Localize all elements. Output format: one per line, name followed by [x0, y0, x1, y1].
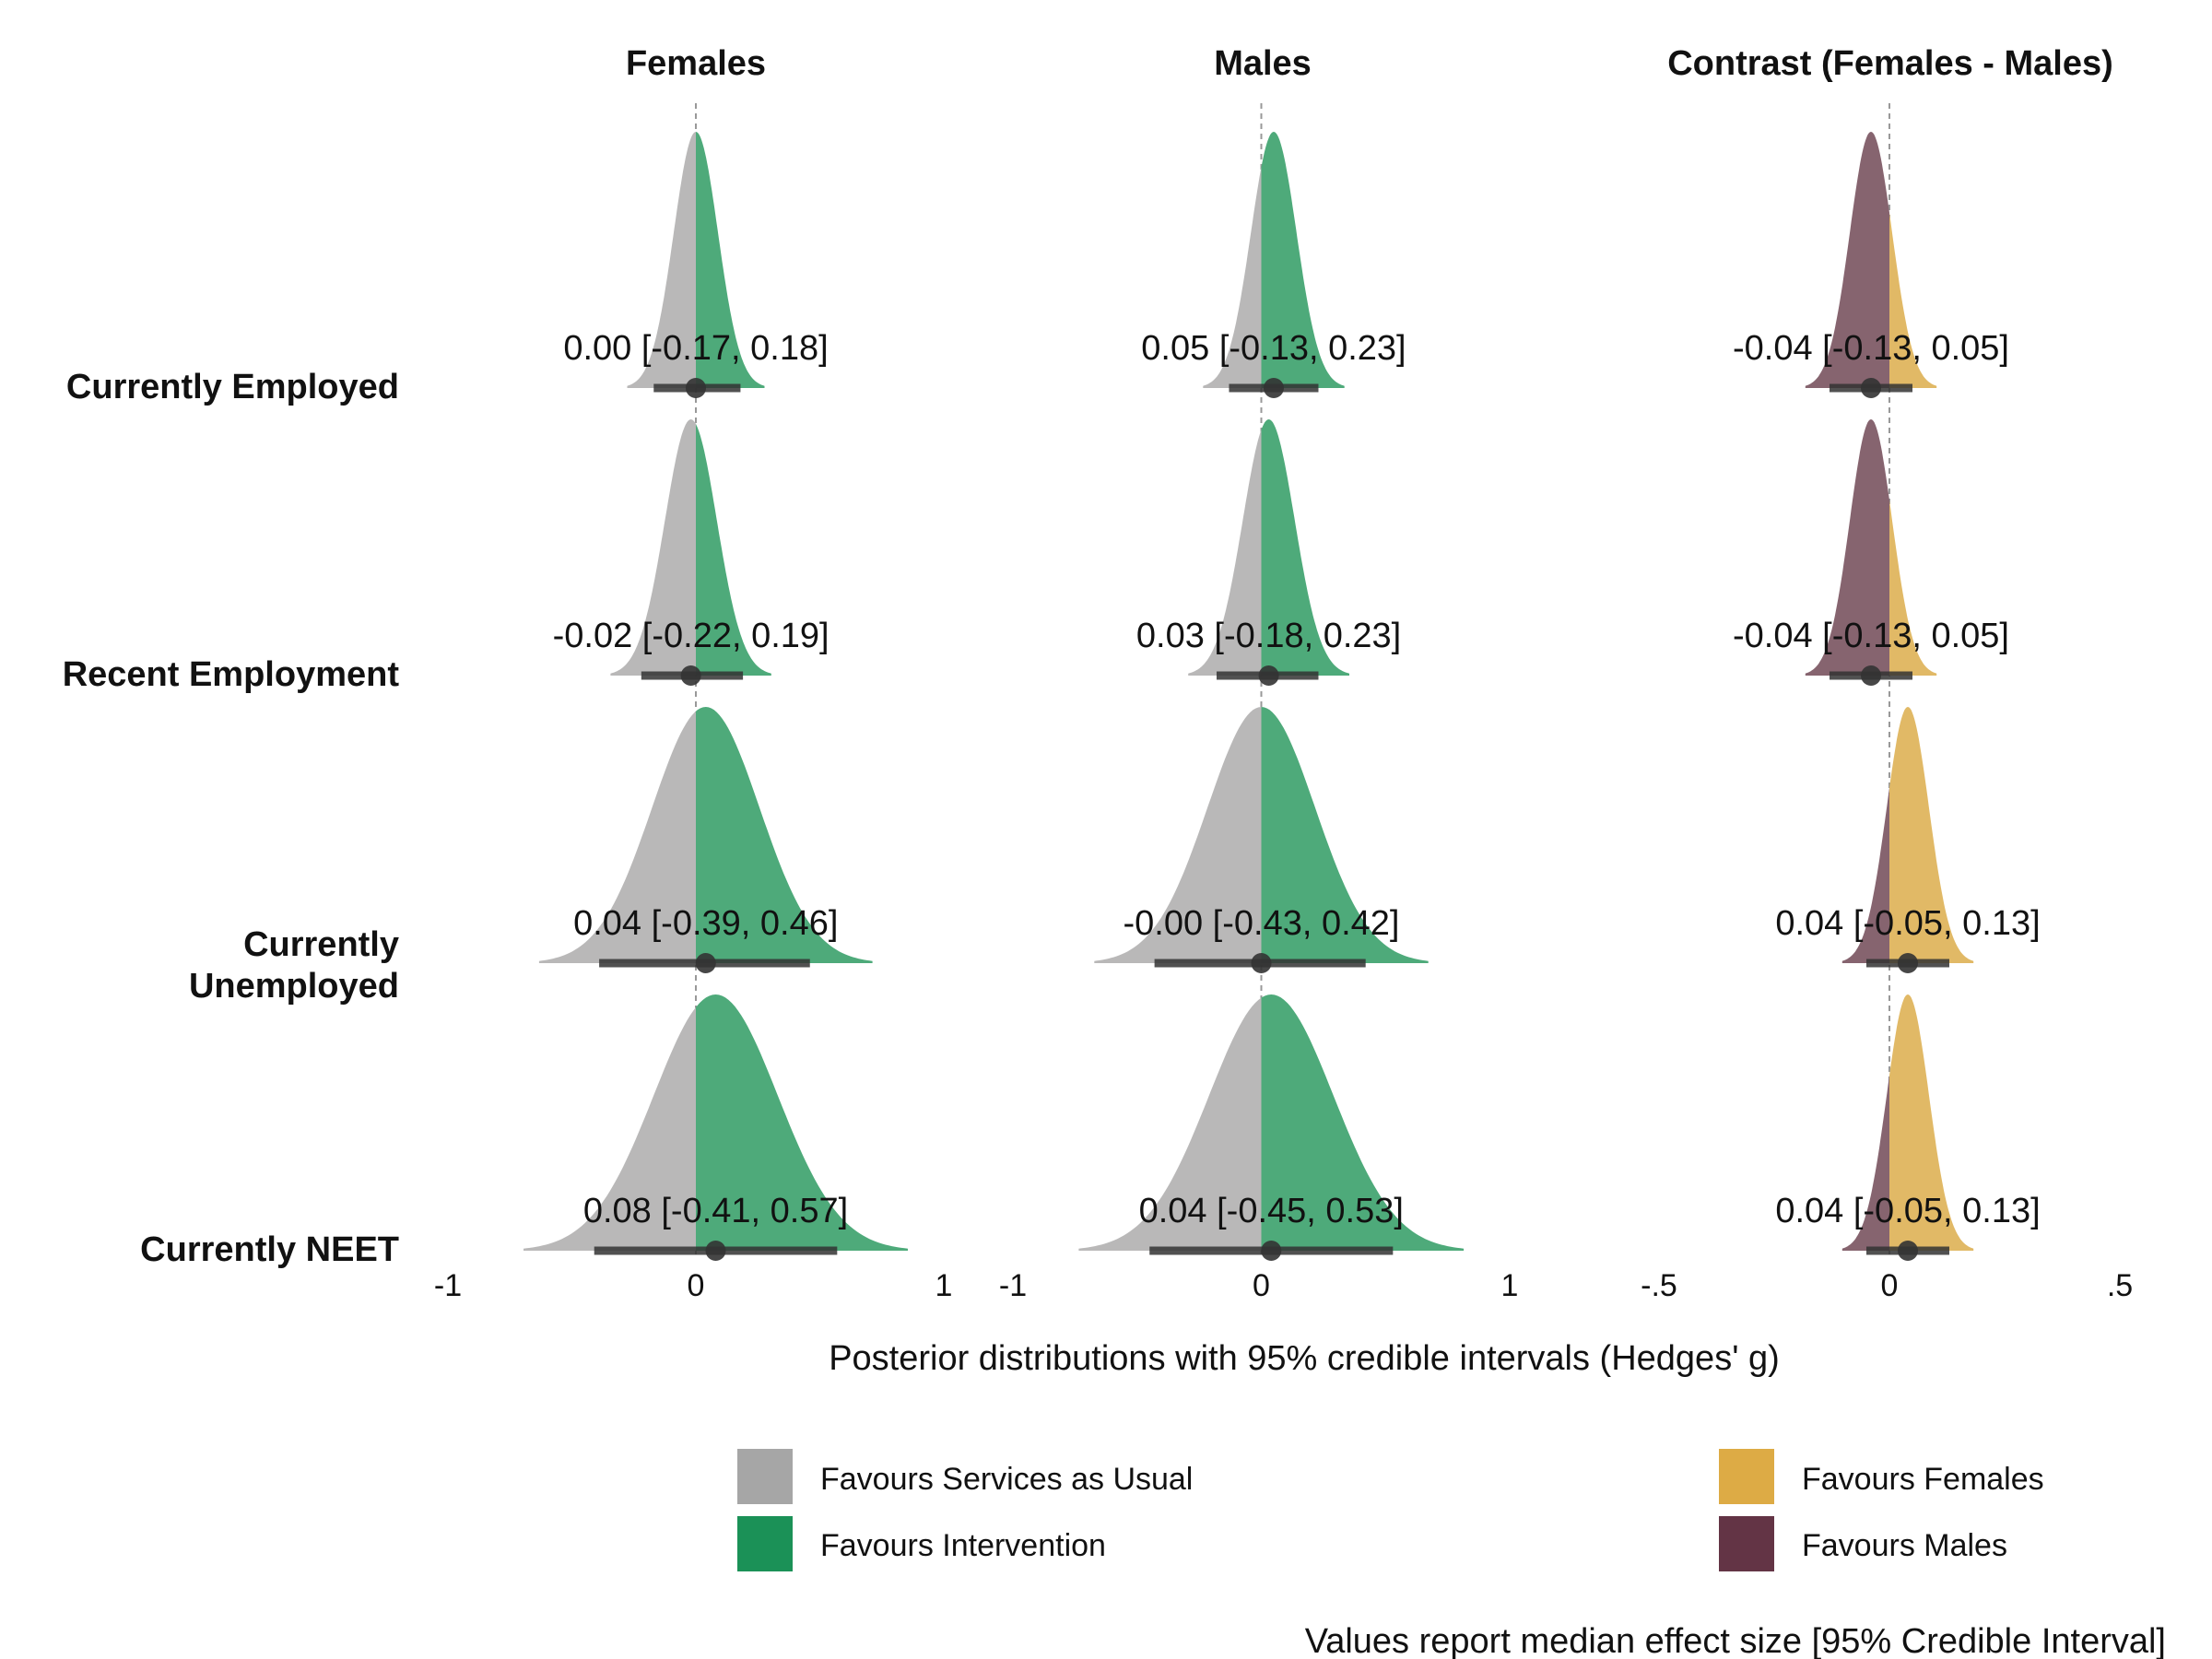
tick-contrast-2: .5 — [2107, 1268, 2133, 1303]
median-point-males-row0 — [1263, 378, 1284, 398]
credible-intervals — [594, 378, 1949, 1261]
median-point-males-row1 — [1258, 665, 1279, 686]
value-label-contrast-row3: 0.04 [-0.05, 0.13] — [1775, 1192, 2040, 1230]
density-neg-females-row1 — [610, 419, 696, 676]
row-label-0: Currently Employed — [66, 368, 399, 406]
density-pos-females-row0 — [696, 132, 765, 388]
median-point-contrast-row0 — [1861, 378, 1881, 398]
legend-item-services-as-usual: Favours Services as Usual — [737, 1449, 1193, 1504]
tick-contrast-0: -.5 — [1641, 1268, 1677, 1303]
median-point-males-row3 — [1261, 1241, 1282, 1261]
density-neg-males-row2 — [1094, 707, 1262, 963]
value-label-females-row2: 0.04 [-0.39, 0.46] — [573, 904, 838, 943]
legend-swatch-males — [1719, 1516, 1774, 1571]
panel-title-females: Females — [626, 44, 766, 83]
row-label-3: Currently NEET — [140, 1230, 399, 1269]
legend: Favours Services as Usual Favours Interv… — [737, 1449, 2044, 1571]
tick-females-1: 0 — [688, 1268, 705, 1303]
density-shapes — [524, 132, 1974, 1251]
median-point-males-row2 — [1251, 953, 1272, 973]
caption: Values report median effect size [95% Cr… — [1305, 1622, 2166, 1659]
legend-label-services-as-usual: Favours Services as Usual — [820, 1462, 1193, 1497]
density-pos-contrast-row3 — [1889, 994, 1974, 1251]
tick-males-0: -1 — [999, 1268, 1027, 1303]
tick-males-1: 0 — [1253, 1268, 1270, 1303]
density-pos-contrast-row1 — [1889, 500, 1937, 676]
panel-title-males: Males — [1214, 44, 1312, 83]
value-label-females-row0: 0.00 [-0.17, 0.18] — [563, 329, 828, 368]
density-pos-females-row2 — [696, 707, 873, 963]
legend-item-males: Favours Males — [1719, 1516, 2007, 1571]
density-neg-males-row1 — [1188, 429, 1262, 676]
density-pos-males-row0 — [1261, 132, 1345, 388]
row-label-2: Currently Unemployed — [189, 925, 399, 1006]
value-label-males-row2: -0.00 [-0.43, 0.42] — [1124, 904, 1400, 943]
legend-item-intervention: Favours Intervention — [737, 1516, 1106, 1571]
tick-females-2: 1 — [935, 1268, 953, 1303]
panel-titles: Females Males Contrast (Females - Males) — [626, 44, 2113, 83]
tick-contrast-1: 0 — [1881, 1268, 1899, 1303]
value-label-contrast-row2: 0.04 [-0.05, 0.13] — [1775, 904, 2040, 943]
density-pos-males-row2 — [1261, 707, 1429, 963]
density-pos-males-row3 — [1261, 994, 1465, 1251]
legend-swatch-intervention — [737, 1516, 793, 1571]
legend-label-intervention: Favours Intervention — [820, 1528, 1106, 1563]
median-point-females-row1 — [680, 665, 701, 686]
x-axis-ticks: -1 0 1 -1 0 1 -.5 0 .5 — [434, 1268, 2133, 1303]
legend-swatch-females — [1719, 1449, 1774, 1504]
median-point-contrast-row2 — [1898, 953, 1918, 973]
value-label-contrast-row0: -0.04 [-0.13, 0.05] — [1733, 329, 2009, 368]
tick-females-0: -1 — [434, 1268, 462, 1303]
legend-label-females: Favours Females — [1802, 1462, 2044, 1497]
median-point-contrast-row3 — [1898, 1241, 1918, 1261]
median-point-females-row2 — [695, 953, 716, 973]
density-pos-males-row1 — [1261, 419, 1349, 676]
median-point-contrast-row1 — [1861, 665, 1881, 686]
density-neg-males-row0 — [1203, 167, 1262, 388]
density-pos-contrast-row0 — [1889, 212, 1937, 388]
row-label-1: Recent Employment — [63, 655, 400, 694]
x-axis-label: Posterior distributions with 95% credibl… — [829, 1339, 1780, 1378]
density-neg-females-row2 — [538, 711, 696, 963]
median-point-females-row0 — [686, 378, 706, 398]
value-labels: 0.00 [-0.17, 0.18] 0.05 [-0.13, 0.23] -0.0… — [553, 329, 2041, 1230]
density-neg-contrast-row2 — [1841, 787, 1889, 963]
legend-item-females: Favours Females — [1719, 1449, 2044, 1504]
density-neg-contrast-row3 — [1841, 1075, 1889, 1251]
value-label-contrast-row1: -0.04 [-0.13, 0.05] — [1733, 617, 2009, 655]
value-label-males-row3: 0.04 [-0.45, 0.53] — [1139, 1192, 1404, 1230]
density-neg-females-row0 — [627, 132, 696, 388]
tick-males-2: 1 — [1501, 1268, 1519, 1303]
median-point-females-row3 — [705, 1241, 726, 1261]
density-pos-contrast-row2 — [1889, 707, 1974, 963]
value-label-males-row0: 0.05 [-0.13, 0.23] — [1141, 329, 1406, 368]
value-label-females-row3: 0.08 [-0.41, 0.57] — [583, 1192, 848, 1230]
density-pos-females-row1 — [696, 424, 771, 676]
density-neg-contrast-row0 — [1805, 132, 1889, 388]
legend-label-males: Favours Males — [1802, 1528, 2007, 1563]
density-neg-males-row3 — [1078, 997, 1262, 1251]
density-neg-contrast-row1 — [1805, 419, 1889, 676]
value-label-males-row1: 0.03 [-0.18, 0.23] — [1136, 617, 1401, 655]
density-pos-females-row3 — [696, 994, 908, 1251]
legend-swatch-services-as-usual — [737, 1449, 793, 1504]
panel-title-contrast: Contrast (Females - Males) — [1667, 44, 2113, 83]
value-label-females-row1: -0.02 [-0.22, 0.19] — [553, 617, 830, 655]
density-neg-females-row3 — [524, 1006, 696, 1251]
row-labels: Currently Employed Recent Employment Curre… — [63, 368, 400, 1269]
